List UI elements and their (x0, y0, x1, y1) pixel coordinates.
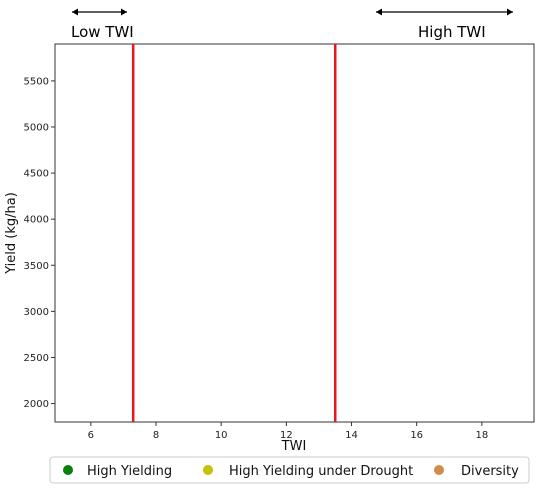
y-tick-label: 4500 (24, 169, 49, 180)
y-tick-label: 3000 (24, 307, 49, 318)
legend-label-diversity: Diversity (461, 464, 519, 479)
high-twi-label: High TWI (418, 23, 486, 41)
plot-area (54, 43, 535, 423)
x-tick-label: 6 (88, 430, 94, 441)
y-tick-label: 4000 (24, 215, 49, 226)
x-tick-label: 8 (153, 430, 159, 441)
y-tick-label: 5500 (24, 76, 49, 87)
legend: High Yielding High Yielding under Drough… (49, 456, 530, 484)
legend-label-high-yielding-drought: High Yielding under Drought (229, 464, 413, 479)
low-twi-arrow-head-right (121, 8, 127, 16)
legend-label-high-yielding: High Yielding (87, 464, 172, 479)
low-twi-annotation: Low TWI (71, 8, 134, 41)
x-tick-label: 16 (410, 430, 423, 441)
y-tick-label: 5000 (24, 122, 49, 133)
y-tick-label: 2000 (24, 399, 49, 410)
x-tick-label: 12 (280, 430, 293, 441)
threshold-lines (131, 44, 337, 422)
x-axis-ticks: 6 8 10 12 14 16 18 (88, 422, 488, 441)
low-twi-label: Low TWI (71, 23, 134, 41)
x-axis-label: TWI (281, 439, 307, 454)
low-twi-arrow-head-left (72, 8, 78, 16)
legend-box (49, 456, 530, 484)
x-tick-label: 14 (345, 430, 358, 441)
y-axis-label: Yield (kg/ha) (4, 192, 19, 275)
x-tick-label: 10 (215, 430, 228, 441)
high-twi-arrow-head-right (507, 8, 513, 16)
high-twi-annotation: High TWI (376, 8, 513, 41)
y-tick-label: 2500 (24, 353, 49, 364)
high-twi-arrow-head-left (376, 8, 382, 16)
legend-swatch-high-yielding-drought (203, 465, 213, 475)
x-tick-label: 18 (475, 430, 488, 441)
y-axis-ticks: 2000 2500 3000 3500 4000 4500 5000 5500 (24, 76, 55, 410)
y-tick-label: 3500 (24, 261, 49, 272)
legend-swatch-high-yielding (63, 465, 73, 475)
legend-swatch-diversity (434, 465, 444, 475)
